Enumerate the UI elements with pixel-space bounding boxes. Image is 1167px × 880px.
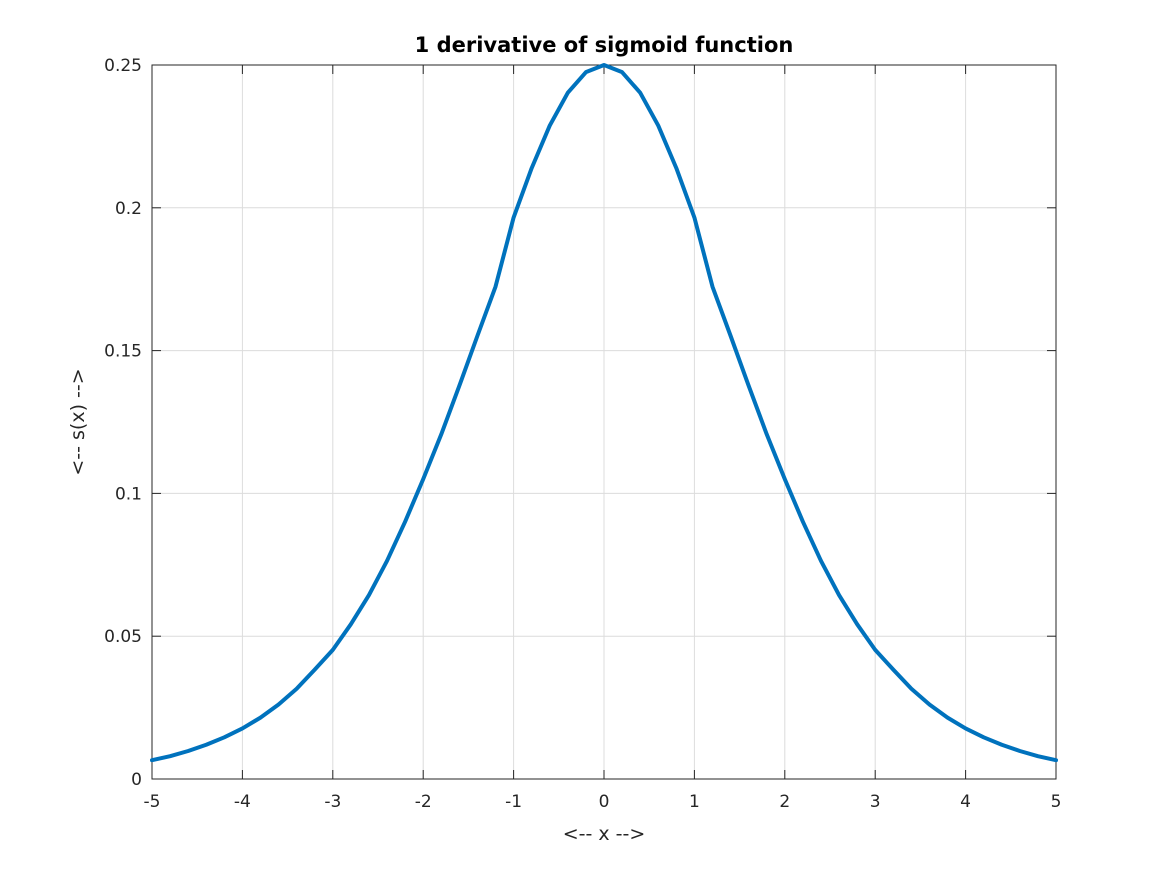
y-axis-label: <-- s(x) --> [67,368,89,475]
chart-title: 1 derivative of sigmoid function [415,33,794,57]
line-layer [150,63,1058,763]
x-tick-label: 1 [689,792,700,812]
y-tick-label: 0.05 [104,627,142,647]
x-tick-label: 3 [870,792,881,812]
x-tick-label: -5 [144,792,161,812]
y-tick-label: 0.2 [115,199,142,219]
x-tick-label: -4 [234,792,251,812]
tick-layer: -5 -4 -3 -2 -1 0 1 2 3 4 5 0 0.05 0.1 0.15 0.2 0.25 [104,56,1061,812]
x-tick-label: 2 [779,792,790,812]
y-tick-label: 0.15 [104,342,142,362]
x-tick-label: -1 [505,792,522,812]
grid-layer [151,64,1057,780]
x-tick-label: -2 [415,792,432,812]
x-tick-label: -3 [324,792,341,812]
x-tick-label: 4 [960,792,971,812]
y-tick-label: 0 [131,770,142,790]
y-tick-label: 0.1 [115,484,142,504]
y-tick-label: 0.25 [104,56,142,76]
series-line [150,63,1058,763]
x-tick-label: 5 [1051,792,1062,812]
x-tick-label: 0 [599,792,610,812]
x-axis-label: <-- x --> [563,823,646,845]
